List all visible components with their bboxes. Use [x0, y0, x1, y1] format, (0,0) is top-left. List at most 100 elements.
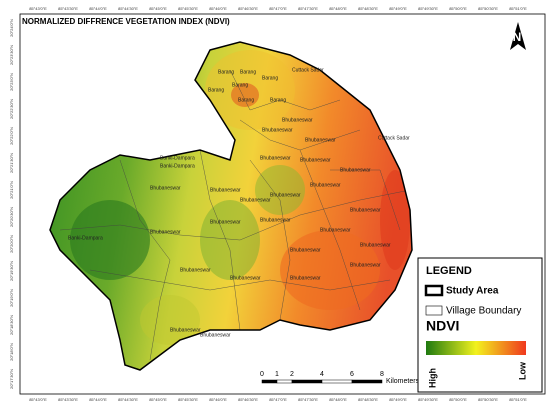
place-label: Bhubaneswar	[290, 247, 321, 253]
scale-tick-label: 0	[260, 371, 264, 378]
ndvi-ramp	[426, 341, 526, 355]
place-label: Barang	[262, 75, 278, 81]
bottom-coordinate: 85°44'30"E	[118, 397, 138, 402]
scale-segment	[351, 379, 383, 384]
top-coordinate: 85°45'30"E	[178, 6, 198, 11]
top-coordinate: 85°48'0"E	[329, 6, 347, 11]
bottom-coordinate: 85°46'30"E	[238, 397, 258, 402]
scale-segment	[276, 379, 293, 384]
village-boundaries	[59, 69, 411, 361]
place-label: Bhubaneswar	[340, 167, 371, 173]
place-label: Bhubaneswar	[170, 327, 201, 333]
place-label: Bhubaneswar	[350, 262, 381, 268]
ndvi-raster	[50, 42, 412, 370]
place-label: Barang	[240, 69, 256, 75]
left-coordinate: 20°21'0"N	[9, 181, 14, 199]
top-coordinate: 85°43'0"E	[29, 6, 47, 11]
bottom-coordinate: 85°49'30"E	[418, 397, 438, 402]
ndvi-heading: NDVI	[426, 318, 459, 334]
place-label: Banki-Dampara	[160, 155, 195, 161]
place-label: Barang	[238, 97, 254, 103]
place-label: Bhubaneswar	[180, 267, 211, 273]
place-label: Bhubaneswar	[300, 157, 331, 163]
scale-segment	[291, 379, 323, 384]
legend-box	[417, 257, 543, 393]
north-label: N	[513, 30, 522, 44]
place-label: Barang	[270, 97, 286, 103]
left-coordinate: 20°20'30"N	[9, 207, 14, 227]
bottom-coordinate: 85°46'0"E	[209, 397, 227, 402]
place-label: Bhubaneswar	[270, 192, 301, 198]
place-label: Cuttack Sadar	[292, 67, 324, 73]
bottom-coordinate: 85°48'0"E	[329, 397, 347, 402]
top-coordinate: 85°47'0"E	[269, 6, 287, 11]
place-labels: Cuttack Sadar Barang Barang Barang Barang Bar…	[68, 67, 410, 338]
bottom-coordinate: 85°45'0"E	[149, 397, 167, 402]
bottom-coordinate: 85°43'30"E	[58, 397, 78, 402]
place-label: Bhubaneswar	[310, 182, 341, 188]
place-label: Barang	[208, 87, 224, 93]
bottom-coordinate: 85°47'30"E	[298, 397, 318, 402]
north-arrow: N	[510, 22, 526, 50]
left-coordinate: 20°23'0"N	[9, 73, 14, 91]
map-frame	[19, 13, 546, 395]
left-coordinate: 20°23'30"N	[9, 45, 14, 65]
left-coordinate: 20°20'0"N	[9, 235, 14, 253]
left-coordinate: 20°18'0"N	[9, 343, 14, 361]
top-coordinate: 85°44'0"E	[89, 6, 107, 11]
legend-title: LEGEND	[426, 265, 472, 277]
bottom-coordinate: 85°49'0"E	[389, 397, 407, 402]
place-label: Bhubaneswar	[320, 227, 351, 233]
place-label: Bhubaneswar	[260, 217, 291, 223]
top-coordinate: 85°47'30"E	[298, 6, 318, 11]
place-label: Bhubaneswar	[240, 197, 271, 203]
place-label: Bhubaneswar	[290, 275, 321, 281]
scale-tick-label: 6	[350, 371, 354, 378]
bottom-coordinate: 85°44'0"E	[89, 397, 107, 402]
low-label: Low	[517, 361, 527, 380]
place-label: Bhubaneswar	[210, 219, 241, 225]
bottom-coordinate: 85°50'30"E	[478, 397, 498, 402]
place-label: Bhubaneswar	[210, 187, 241, 193]
left-coordinate: 20°22'30"N	[9, 99, 14, 119]
bottom-coordinate: 85°50'0"E	[449, 397, 467, 402]
legend-item: Study Area	[446, 286, 499, 297]
legend: LEGEND Study Area Village Boundary NDVI …	[417, 257, 543, 393]
left-coordinate: 20°21'30"N	[9, 153, 14, 173]
high-label: High	[427, 368, 437, 388]
place-label: Bhubaneswar	[200, 332, 231, 338]
top-coordinate: 85°48'30"E	[358, 6, 378, 11]
place-label: Bhubaneswar	[305, 137, 336, 143]
place-label: Cuttack Sadar	[378, 135, 410, 141]
scale-tick-label: 1	[275, 371, 279, 378]
left-coordinate: 20°18'30"N	[9, 315, 14, 335]
place-label: Bhubaneswar	[150, 185, 181, 191]
bottom-coordinate: 85°51'0"E	[509, 397, 527, 402]
place-label: Bhubaneswar	[360, 242, 391, 248]
place-label: Barang	[232, 82, 248, 88]
left-coordinate: 20°19'30"N	[9, 261, 14, 281]
left-coordinate: 20°22'0"N	[9, 127, 14, 145]
legend-item: Village Boundary	[446, 306, 521, 317]
place-label: Bhubaneswar	[350, 207, 381, 213]
place-label: Banki-Dampara	[160, 163, 195, 169]
top-coordinate: 85°50'30"E	[478, 6, 498, 11]
scale-unit: Kilometers	[386, 378, 420, 385]
scale-tick-label: 4	[320, 371, 324, 378]
top-coordinate: 85°50'0"E	[449, 6, 467, 11]
top-coordinate: 85°49'0"E	[389, 6, 407, 11]
left-coordinate: 20°24'0"N	[9, 19, 14, 37]
bottom-coordinate: 85°48'30"E	[358, 397, 378, 402]
place-label: Bhubaneswar	[282, 117, 313, 123]
village-swatch	[425, 305, 443, 316]
place-label: Bhubaneswar	[230, 275, 261, 281]
place-label: Bhubaneswar	[260, 155, 291, 161]
top-coordinate: 85°44'30"E	[118, 6, 138, 11]
bottom-coordinate: 85°45'30"E	[178, 397, 198, 402]
left-coordinate: 20°19'0"N	[9, 289, 14, 307]
left-coordinate: 20°17'30"N	[9, 369, 14, 389]
bottom-coordinate: 85°43'0"E	[29, 397, 47, 402]
map-title: NORMALIZED DIFFRENCE VEGETATION INDEX (N…	[22, 17, 230, 26]
